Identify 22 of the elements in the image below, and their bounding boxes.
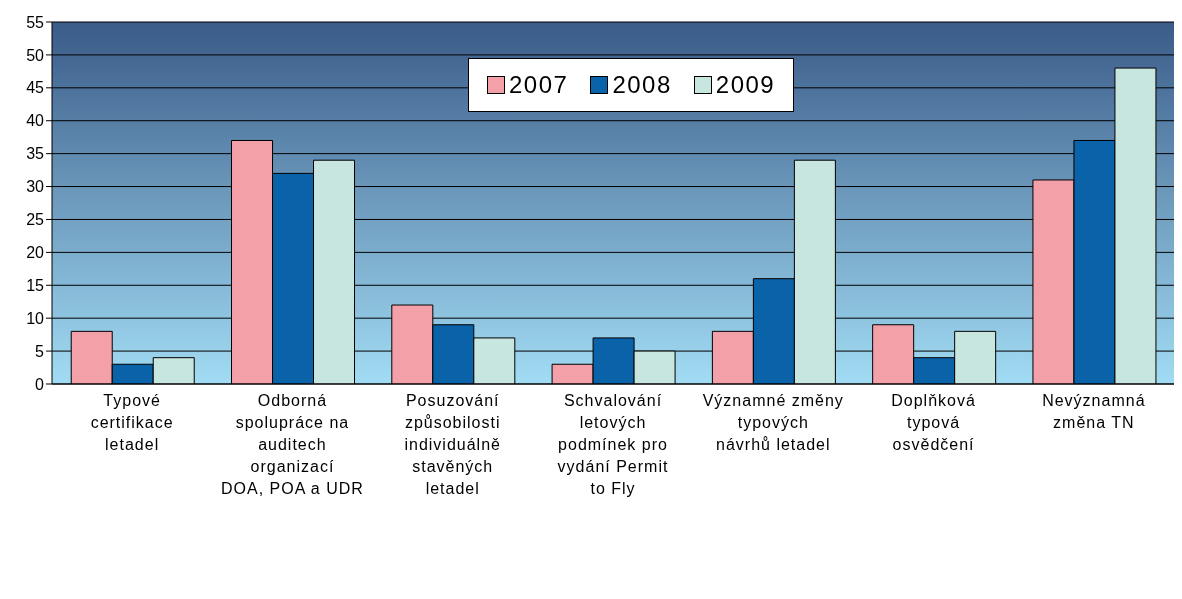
x-tick-label: Typové certifikace letadel [90,392,174,453]
y-tick-label: 55 [26,13,45,31]
y-tick-label: 40 [26,112,45,130]
y-tick-label: 15 [26,276,45,294]
y-tick-label: 25 [26,211,45,229]
y-tick-label: 0 [35,375,45,393]
y-tick-label: 35 [26,145,45,163]
legend-label: 2007 [509,71,569,99]
x-tick-label: Nevýznamná změna TN [1042,392,1146,431]
y-tick-label: 30 [26,178,45,196]
y-tick-label: 45 [26,79,45,97]
x-tick-label: Významné změny typových návrhů letadel [702,392,844,453]
y-tick-label: 10 [26,309,45,327]
x-tick-label: Posuzování způsobilosti individuálně stavěných letadel [404,392,501,497]
x-tick-label: Schvalování letových podmínek pro vydání Permit to Fly [557,392,669,497]
x-tick-label: Odborná spolupráce na auditech organizací DOA, POA a UDR [220,392,364,497]
y-tick-label: 20 [26,244,45,262]
legend-label: 2008 [612,71,672,99]
x-tick-label: Doplňková typová osvědčení [891,392,976,453]
legend-label: 2009 [715,71,776,99]
y-tick-label: 5 [35,342,45,360]
y-tick-label: 50 [26,46,45,64]
